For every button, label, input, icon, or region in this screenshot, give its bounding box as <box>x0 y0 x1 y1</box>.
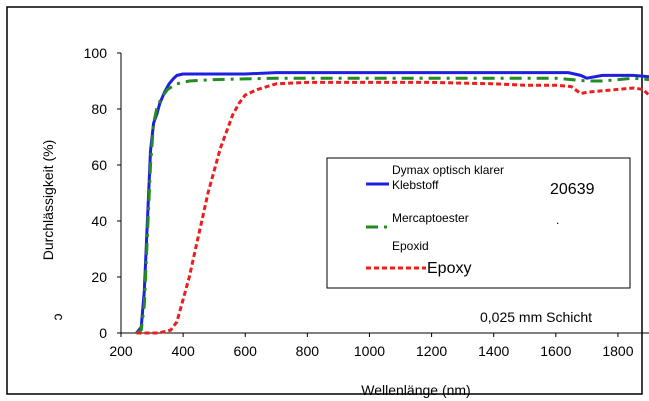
tick-labels: 200 400 600 800 1000 1200 1400 1600 1800 0 20 40 60 8… <box>84 45 634 359</box>
x-axis-title: Wellenlänge (nm) <box>361 382 470 398</box>
y-tick-label: 60 <box>91 157 107 173</box>
legend-label-dymax-line2: Klebstoff <box>392 178 439 192</box>
legend: Dymax optisch klarer Klebstoff 20639 Mer… <box>326 157 631 289</box>
layer-annotation: 0,025 mm Schicht <box>480 309 592 325</box>
legend-entry-epoxid: Epoxid Epoxy <box>366 239 471 277</box>
y-tick-label: 0 <box>99 325 107 341</box>
x-tick-label: 1400 <box>478 343 509 359</box>
legend-overlay-dot: . <box>556 213 559 227</box>
x-tick-label: 1800 <box>602 343 633 359</box>
x-tick-label: 1000 <box>354 343 385 359</box>
x-tick-label: 200 <box>109 343 133 359</box>
y-tick-label: 40 <box>91 213 107 229</box>
legend-label-epoxy: Epoxy <box>427 260 471 277</box>
legend-label-epoxid: Epoxid <box>392 239 429 253</box>
y-axis-title: Durchlässigkeit (%) <box>40 140 56 261</box>
small-y-stub: ɔ <box>49 314 65 321</box>
series-lines <box>135 71 649 335</box>
x-tick-label: 600 <box>234 343 258 359</box>
axes <box>117 52 649 337</box>
legend-entry-dymax: Dymax optisch klarer Klebstoff 20639 <box>366 163 595 198</box>
legend-overlay-code: 20639 <box>550 181 595 198</box>
legend-box <box>326 157 631 289</box>
legend-entry-mercaptoester: Mercaptoester . <box>366 211 559 229</box>
x-tick-label: 1600 <box>540 343 571 359</box>
x-tick-label: 400 <box>171 343 195 359</box>
series-line-epoxid <box>136 80 649 335</box>
legend-label-dymax-line1: Dymax optisch klarer <box>392 163 504 177</box>
x-tick-label: 1200 <box>416 343 447 359</box>
legend-label-mercaptoester: Mercaptoester <box>392 211 469 225</box>
y-tick-label: 80 <box>91 101 107 117</box>
series-line-mercaptoester <box>135 76 649 335</box>
x-tick-label: 800 <box>296 343 320 359</box>
y-tick-label: 100 <box>84 45 108 61</box>
y-tick-label: 20 <box>91 269 107 285</box>
